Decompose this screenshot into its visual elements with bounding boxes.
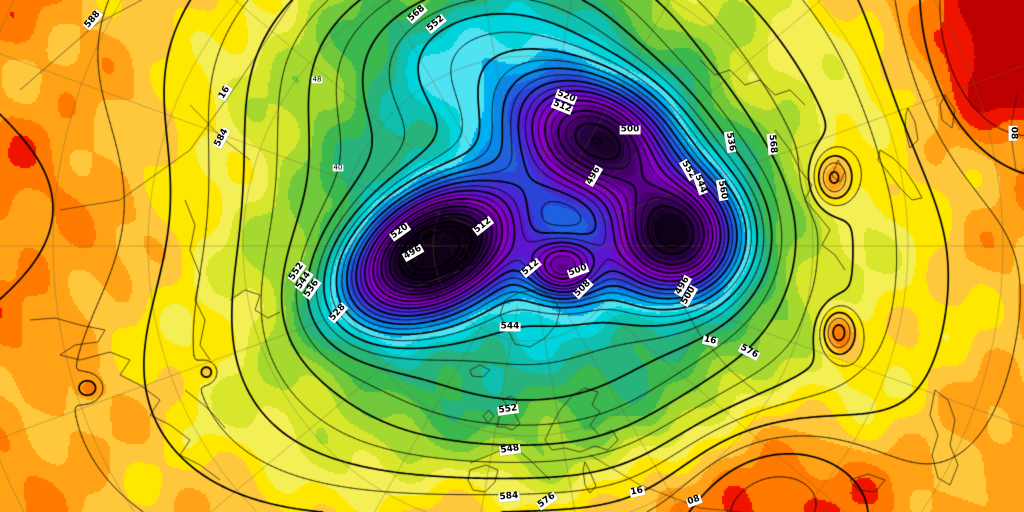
map-canvas	[0, 0, 1024, 512]
weather-map: 588 16 584 48 40 568 552 520 512 500 496 536 568 552 5…	[0, 0, 1024, 512]
